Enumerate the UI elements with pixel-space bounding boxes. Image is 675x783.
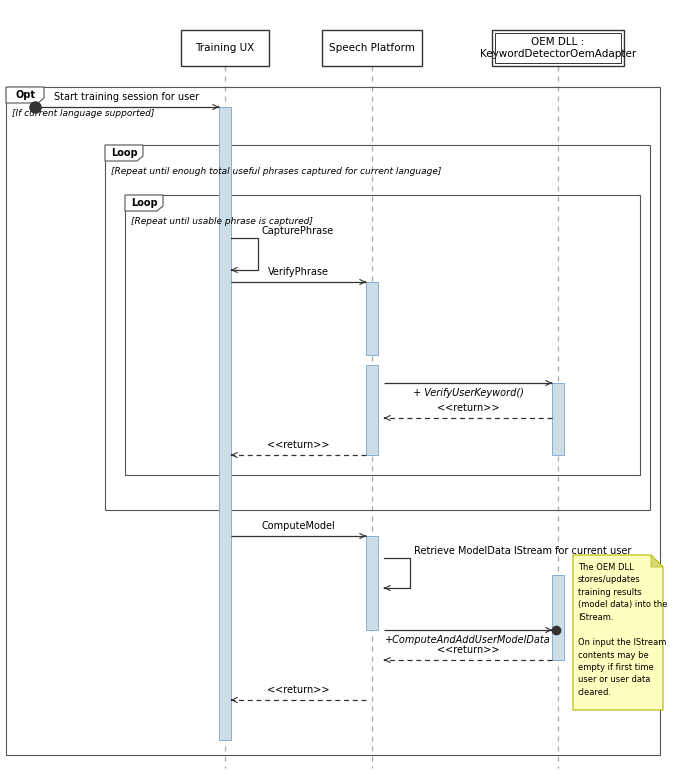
Bar bbox=[552, 383, 564, 455]
Text: <<return>>: <<return>> bbox=[267, 685, 330, 695]
Text: + VerifyUserKeyword(): + VerifyUserKeyword() bbox=[412, 388, 523, 398]
Bar bbox=[366, 365, 378, 455]
Text: <<return>>: <<return>> bbox=[437, 403, 500, 413]
Text: [If current language supported]: [If current language supported] bbox=[12, 109, 155, 118]
Text: ComputeModel: ComputeModel bbox=[262, 521, 335, 531]
Text: The OEM DLL
stores/updates
training results
(model data) into the
IStream.

On i: The OEM DLL stores/updates training resu… bbox=[578, 563, 668, 697]
Text: [Repeat until usable phrase is captured]: [Repeat until usable phrase is captured] bbox=[131, 217, 313, 226]
Bar bbox=[125, 195, 640, 475]
Polygon shape bbox=[125, 195, 163, 211]
Bar bbox=[6, 87, 660, 755]
Text: <<return>>: <<return>> bbox=[267, 440, 330, 450]
Text: +ComputeAndAddUserModelData: +ComputeAndAddUserModelData bbox=[385, 635, 551, 645]
Bar bbox=[105, 145, 650, 510]
Text: VerifyPhrase: VerifyPhrase bbox=[268, 267, 329, 277]
Text: OEM DLL :
KeywordDetectorOemAdapter: OEM DLL : KeywordDetectorOemAdapter bbox=[480, 38, 636, 59]
Bar bbox=[322, 30, 422, 66]
Polygon shape bbox=[6, 87, 44, 103]
Text: CapturePhrase: CapturePhrase bbox=[262, 226, 334, 236]
Text: Training UX: Training UX bbox=[195, 43, 254, 53]
Text: <<return>>: <<return>> bbox=[437, 645, 500, 655]
Polygon shape bbox=[105, 145, 143, 161]
Bar bbox=[219, 107, 231, 740]
Bar bbox=[181, 30, 269, 66]
Bar bbox=[492, 30, 624, 66]
Polygon shape bbox=[651, 555, 663, 567]
Bar bbox=[366, 282, 378, 355]
Text: Loop: Loop bbox=[111, 148, 137, 158]
Text: Retrieve ModelData IStream for current user: Retrieve ModelData IStream for current u… bbox=[414, 546, 631, 556]
Text: Opt: Opt bbox=[15, 90, 35, 100]
Bar bbox=[366, 536, 378, 630]
Bar bbox=[495, 33, 621, 63]
Text: [Repeat until enough total useful phrases captured for current language]: [Repeat until enough total useful phrase… bbox=[111, 167, 441, 176]
Bar bbox=[552, 575, 564, 660]
Text: Loop: Loop bbox=[131, 198, 157, 208]
Polygon shape bbox=[573, 555, 663, 710]
Text: Start training session for user: Start training session for user bbox=[55, 92, 200, 102]
Text: Speech Platform: Speech Platform bbox=[329, 43, 415, 53]
